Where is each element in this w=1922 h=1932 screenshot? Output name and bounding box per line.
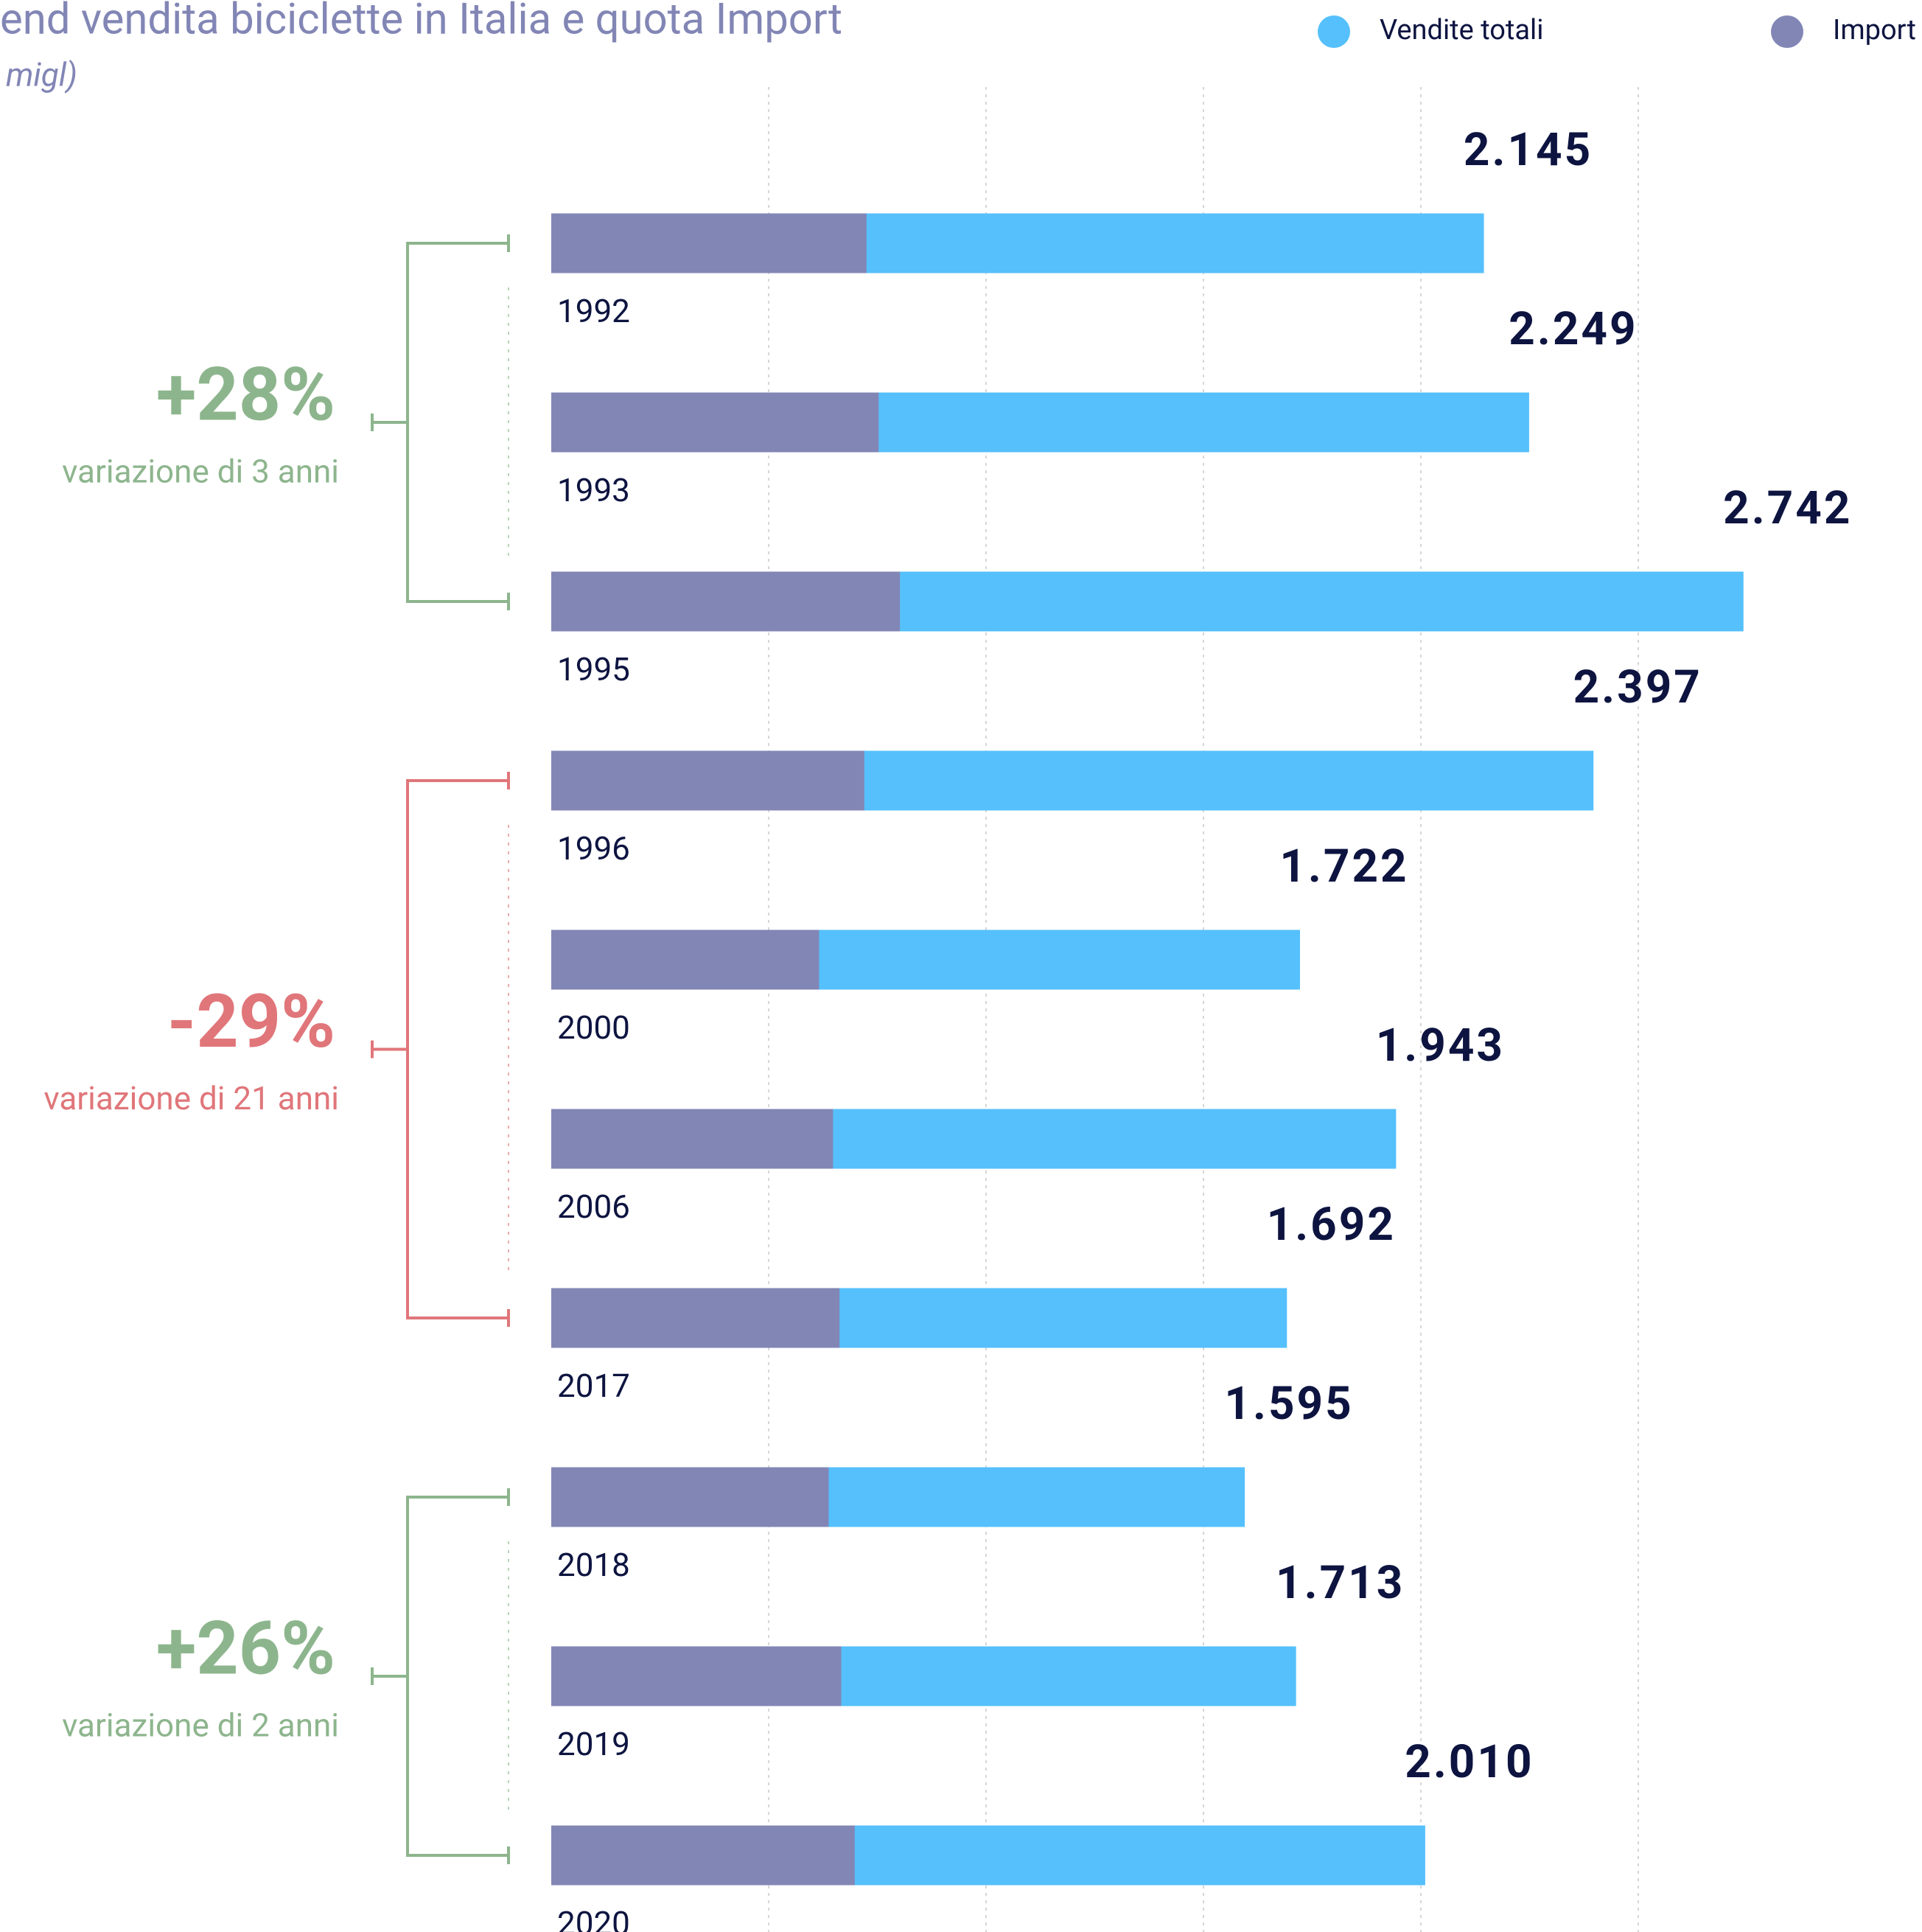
chart-subtitle: migl) <box>6 56 77 94</box>
bar <box>551 1467 829 1527</box>
value-label: 2.249 <box>1509 302 1638 356</box>
value-label: 1.943 <box>1376 1019 1505 1073</box>
category-label: 1992 <box>557 292 630 330</box>
value-label: 2.742 <box>1723 481 1852 535</box>
bar <box>551 213 867 273</box>
category-label: 2018 <box>557 1546 630 1584</box>
value-label: 1.713 <box>1276 1556 1405 1610</box>
category-label: 2006 <box>557 1188 630 1226</box>
annotation-text: variazione di 21 anni <box>43 1079 339 1117</box>
bar <box>551 1109 834 1169</box>
bar <box>551 750 864 811</box>
category-label: 2020 <box>557 1904 630 1932</box>
value-label: 1.692 <box>1267 1198 1396 1252</box>
value-label: 1.595 <box>1224 1377 1353 1431</box>
annotation-value: -29% <box>167 979 335 1065</box>
bar <box>551 571 901 632</box>
value-label: 2.397 <box>1573 660 1702 714</box>
bracket <box>371 772 510 1327</box>
legend-marker <box>1318 15 1350 48</box>
value-label: 2.010 <box>1405 1735 1534 1789</box>
legend-label: Import <box>1833 14 1916 46</box>
bar <box>551 1646 842 1706</box>
bar <box>551 1825 855 1886</box>
category-label: 2019 <box>557 1725 630 1763</box>
annotation-value: +26% <box>156 1605 335 1692</box>
category-label: 1996 <box>557 829 630 868</box>
bracket <box>371 234 510 610</box>
category-label: 2000 <box>557 1008 630 1047</box>
bracket <box>371 1488 510 1864</box>
bar <box>551 392 879 453</box>
category-label: 1995 <box>557 650 630 688</box>
annotation-value: +28% <box>156 352 335 438</box>
annotation-text: variazione di 2 anni <box>62 1706 339 1745</box>
value-label: 1.722 <box>1279 840 1408 893</box>
legend-label: Vendite totali <box>1380 14 1544 46</box>
legend-marker <box>1771 15 1803 48</box>
chart-title: end vendita biciclette in Italia e quota… <box>0 0 842 44</box>
bar <box>551 1288 840 1348</box>
annotation-text: variazione di 3 anni <box>62 453 339 491</box>
value-label: 2.145 <box>1464 123 1593 177</box>
category-label: 1993 <box>557 471 630 509</box>
category-label: 2017 <box>557 1367 630 1405</box>
bar <box>551 930 820 990</box>
